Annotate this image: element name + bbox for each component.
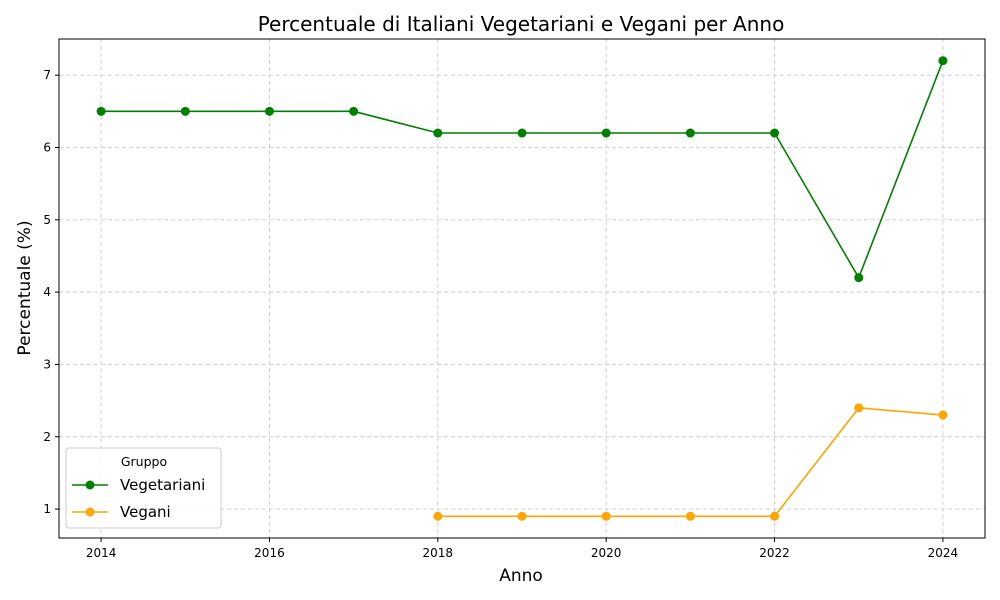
series-layer: [96, 56, 948, 521]
series-vegani: [433, 403, 948, 521]
x-tick-label: 2018: [423, 546, 454, 560]
data-point: [517, 511, 527, 521]
data-point: [685, 511, 695, 521]
data-point: [433, 128, 443, 138]
y-tick-label: 2: [43, 430, 51, 444]
x-tick-label: 2024: [928, 546, 959, 560]
y-tick-label: 7: [43, 68, 51, 82]
y-tick-label: 1: [43, 502, 51, 516]
y-tick-label: 4: [43, 285, 51, 299]
data-point: [433, 511, 443, 521]
chart-title: Percentuale di Italiani Vegetariani e Ve…: [258, 12, 785, 36]
legend-item: Vegetariani: [72, 476, 205, 494]
x-tick-label: 2016: [254, 546, 285, 560]
y-tick-label: 3: [43, 357, 51, 371]
legend-label: Vegetariani: [120, 476, 205, 494]
data-point: [938, 410, 948, 420]
legend-box: [65, 447, 222, 529]
legend-swatch-marker: [85, 507, 95, 517]
data-point: [517, 128, 527, 138]
x-tick-label: 2014: [86, 546, 117, 560]
legend-swatch-marker: [85, 480, 95, 490]
legend-items: Vegetariani Vegani: [72, 476, 205, 521]
data-point: [180, 106, 190, 116]
legend-title: Gruppo: [121, 454, 167, 469]
data-point: [770, 128, 780, 138]
y-tick-label: 6: [43, 140, 51, 154]
data-point: [854, 273, 864, 283]
axis-ticks: 2014 2016 2018 2020 2022 2024 1 2 3 4 5 6 7: [43, 68, 958, 560]
data-point: [349, 106, 359, 116]
series-line: [101, 60, 944, 280]
plot-frame: [58, 38, 986, 539]
data-point: [601, 128, 611, 138]
data-point: [685, 128, 695, 138]
data-point: [264, 106, 274, 116]
y-axis-label: Percentuale (%): [15, 220, 35, 355]
legend-item: Vegani: [72, 503, 171, 521]
legend-label: Vegani: [120, 503, 171, 521]
x-axis-label: Anno: [499, 566, 543, 586]
data-point: [601, 511, 611, 521]
data-point: [770, 511, 780, 521]
x-tick-label: 2020: [591, 546, 622, 560]
x-tick-label: 2022: [759, 546, 790, 560]
series-line: [437, 406, 943, 518]
data-point: [96, 106, 106, 116]
data-point: [854, 403, 864, 413]
y-tick-label: 5: [43, 213, 51, 227]
data-point: [938, 56, 948, 66]
legend: Gruppo Vegetariani Vegani: [65, 447, 222, 529]
series-vegetariani: [96, 56, 948, 283]
